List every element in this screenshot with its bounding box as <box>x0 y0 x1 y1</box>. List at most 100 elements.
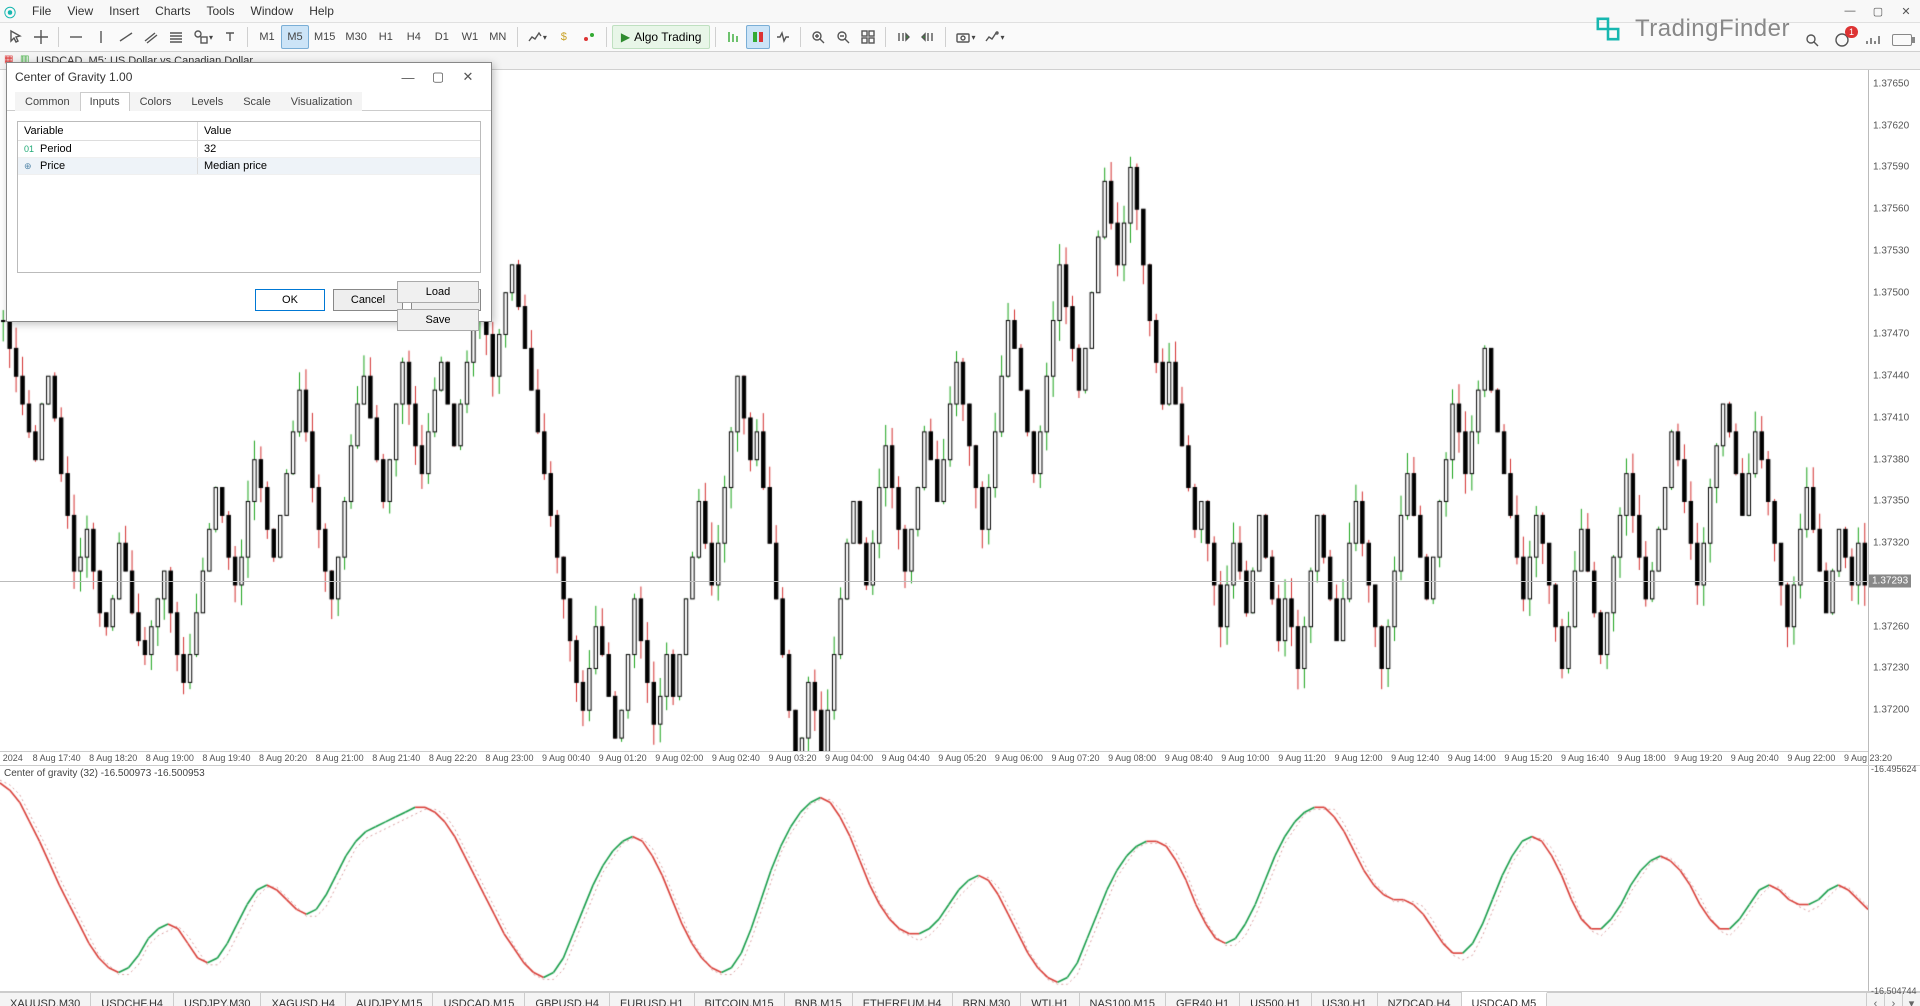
shapes-tool-icon[interactable]: ▾ <box>189 25 217 49</box>
dialog-tab-inputs[interactable]: Inputs <box>80 92 130 111</box>
indicator-label: Center of gravity (32) -16.500973 -16.50… <box>4 768 205 779</box>
search-icon[interactable] <box>1802 30 1822 50</box>
signal-icon[interactable] <box>1862 30 1882 50</box>
menu-charts[interactable]: Charts <box>147 2 198 20</box>
symbol-tab[interactable]: USDJPY,M30 <box>174 993 261 1006</box>
depth-icon[interactable] <box>721 25 745 49</box>
timeframe-M30[interactable]: M30 <box>340 25 371 49</box>
window-restore-icon[interactable]: ▢ <box>1864 5 1892 18</box>
autoscroll-icon[interactable] <box>916 25 940 49</box>
timeframe-W1[interactable]: W1 <box>456 25 484 49</box>
cancel-button[interactable]: Cancel <box>333 289 403 311</box>
symbol-tab[interactable]: AUDJPY,M15 <box>346 993 433 1006</box>
current-price-line <box>0 581 1868 582</box>
inputs-grid: Variable Value 01Period 32 ⊕Price Median… <box>17 121 481 273</box>
battery-icon <box>1892 30 1912 50</box>
trade-panel-icon[interactable] <box>746 25 770 49</box>
zoom-out-icon[interactable] <box>831 25 855 49</box>
menu-insert[interactable]: Insert <box>101 2 147 20</box>
hline-tool-icon[interactable] <box>64 25 88 49</box>
strategy-icon[interactable]: ▾ <box>980 25 1008 49</box>
trendline-tool-icon[interactable] <box>114 25 138 49</box>
timeframe-H4[interactable]: H4 <box>400 25 428 49</box>
cursor-tool-icon[interactable] <box>4 25 28 49</box>
window-minimize-icon[interactable]: — <box>1836 5 1864 17</box>
symbol-tab[interactable]: US500,H1 <box>1240 993 1312 1006</box>
text-tool-icon[interactable] <box>218 25 242 49</box>
main-toolbar: ▾ M1M5M15M30H1H4D1W1MN ▾ $ ▶ Algo Trading… <box>0 22 1920 52</box>
camera-icon[interactable]: ▾ <box>951 25 979 49</box>
shift-icon[interactable] <box>891 25 915 49</box>
indicator-canvas <box>0 766 1868 992</box>
symbol-tab[interactable]: XAGUSD,H4 <box>261 993 346 1006</box>
crosshair-tool-icon[interactable] <box>29 25 53 49</box>
equidistant-tool-icon[interactable] <box>139 25 163 49</box>
app-logo-icon: ⦿ <box>4 4 18 18</box>
dialog-title: Center of Gravity 1.00 <box>15 70 132 84</box>
vline-tool-icon[interactable] <box>89 25 113 49</box>
zoom-in-icon[interactable] <box>806 25 830 49</box>
symbol-tab[interactable]: GER40,H1 <box>1166 993 1240 1006</box>
chart-type-icon[interactable]: ▾ <box>523 25 551 49</box>
indicator-axis: -16.495624-16.504744 <box>1868 766 1920 991</box>
menu-tools[interactable]: Tools <box>199 2 243 20</box>
timeframe-M15[interactable]: M15 <box>309 25 340 49</box>
timeframe-H1[interactable]: H1 <box>372 25 400 49</box>
timeframe-M5[interactable]: M5 <box>281 25 309 49</box>
fibo-tool-icon[interactable] <box>164 25 188 49</box>
menu-window[interactable]: Window <box>243 2 302 20</box>
symbol-tab[interactable]: ETHEREUM,H4 <box>853 993 953 1006</box>
symbol-tab[interactable]: XAUUSD,M30 <box>0 993 91 1006</box>
menu-view[interactable]: View <box>59 2 101 20</box>
timeframe-M1[interactable]: M1 <box>253 25 281 49</box>
dialog-maximize-icon[interactable]: ▢ <box>423 69 453 85</box>
notification-icon[interactable] <box>1832 30 1852 50</box>
dialog-tabs: CommonInputsColorsLevelsScaleVisualizati… <box>7 91 491 111</box>
ok-button[interactable]: OK <box>255 289 325 311</box>
grid-row[interactable]: ⊕Price Median price <box>18 158 480 175</box>
dialog-tab-scale[interactable]: Scale <box>233 92 281 111</box>
menu-help[interactable]: Help <box>301 2 342 20</box>
symbol-tab[interactable]: GBPUSD,H4 <box>525 993 610 1006</box>
right-status-icons <box>1802 30 1912 50</box>
dialog-tab-levels[interactable]: Levels <box>181 92 233 111</box>
pulse-icon[interactable] <box>771 25 795 49</box>
time-axis: 8 Aug 20248 Aug 17:408 Aug 18:208 Aug 19… <box>0 751 1868 765</box>
algo-trading-button[interactable]: ▶ Algo Trading <box>612 25 711 49</box>
dialog-tab-colors[interactable]: Colors <box>130 92 182 111</box>
symbol-tab[interactable]: USDCAD,M5 <box>1462 992 1548 1006</box>
symbol-tab[interactable]: NZDCAD,H4 <box>1378 993 1462 1006</box>
dialog-titlebar[interactable]: Center of Gravity 1.00 — ▢ ✕ <box>7 63 491 91</box>
timeframe-D1[interactable]: D1 <box>428 25 456 49</box>
dialog-tab-common[interactable]: Common <box>15 92 80 111</box>
symbol-tab[interactable]: BNB,M15 <box>785 993 853 1006</box>
play-icon: ▶ <box>621 30 630 44</box>
dialog-minimize-icon[interactable]: — <box>393 70 423 85</box>
symbol-tab[interactable]: BRN,M30 <box>953 993 1022 1006</box>
symbol-tab[interactable]: BITCOIN,M15 <box>695 993 785 1006</box>
symbol-tab[interactable]: WTI,H1 <box>1021 993 1079 1006</box>
window-close-icon[interactable]: ✕ <box>1892 5 1920 18</box>
indicator-settings-dialog: Center of Gravity 1.00 — ▢ ✕ CommonInput… <box>6 62 492 322</box>
load-button[interactable]: Load <box>397 281 479 303</box>
menu-bar: ⦿ FileViewInsertChartsToolsWindowHelp — … <box>0 0 1920 22</box>
symbol-tab[interactable]: USDCAD,M15 <box>433 993 525 1006</box>
symbol-tabs: XAUUSD,M30USDCHF,H4USDJPY,M30XAGUSD,H4AU… <box>0 992 1920 1006</box>
grid-row[interactable]: 01Period 32 <box>18 141 480 158</box>
indicator-panel[interactable]: Center of gravity (32) -16.500973 -16.50… <box>0 766 1920 992</box>
timeframe-MN[interactable]: MN <box>484 25 512 49</box>
dialog-tab-visualization[interactable]: Visualization <box>281 92 363 111</box>
grid-header-value: Value <box>198 122 480 140</box>
symbol-tab[interactable]: EURUSD,H1 <box>610 993 695 1006</box>
symbol-tab[interactable]: US30,H1 <box>1312 993 1378 1006</box>
grid-view-icon[interactable] <box>856 25 880 49</box>
dollar-icon[interactable]: $ <box>552 25 576 49</box>
symbol-tab[interactable]: USDCHF,H4 <box>91 993 174 1006</box>
menu-file[interactable]: File <box>24 2 59 20</box>
price-axis: 1.376501.376201.375901.375601.375301.375… <box>1868 70 1920 765</box>
save-button[interactable]: Save <box>397 309 479 331</box>
symbol-tab[interactable]: NAS100,M15 <box>1080 993 1166 1006</box>
indicator-icon[interactable] <box>577 25 601 49</box>
dialog-close-icon[interactable]: ✕ <box>453 69 483 85</box>
algo-label: Algo Trading <box>634 30 701 44</box>
